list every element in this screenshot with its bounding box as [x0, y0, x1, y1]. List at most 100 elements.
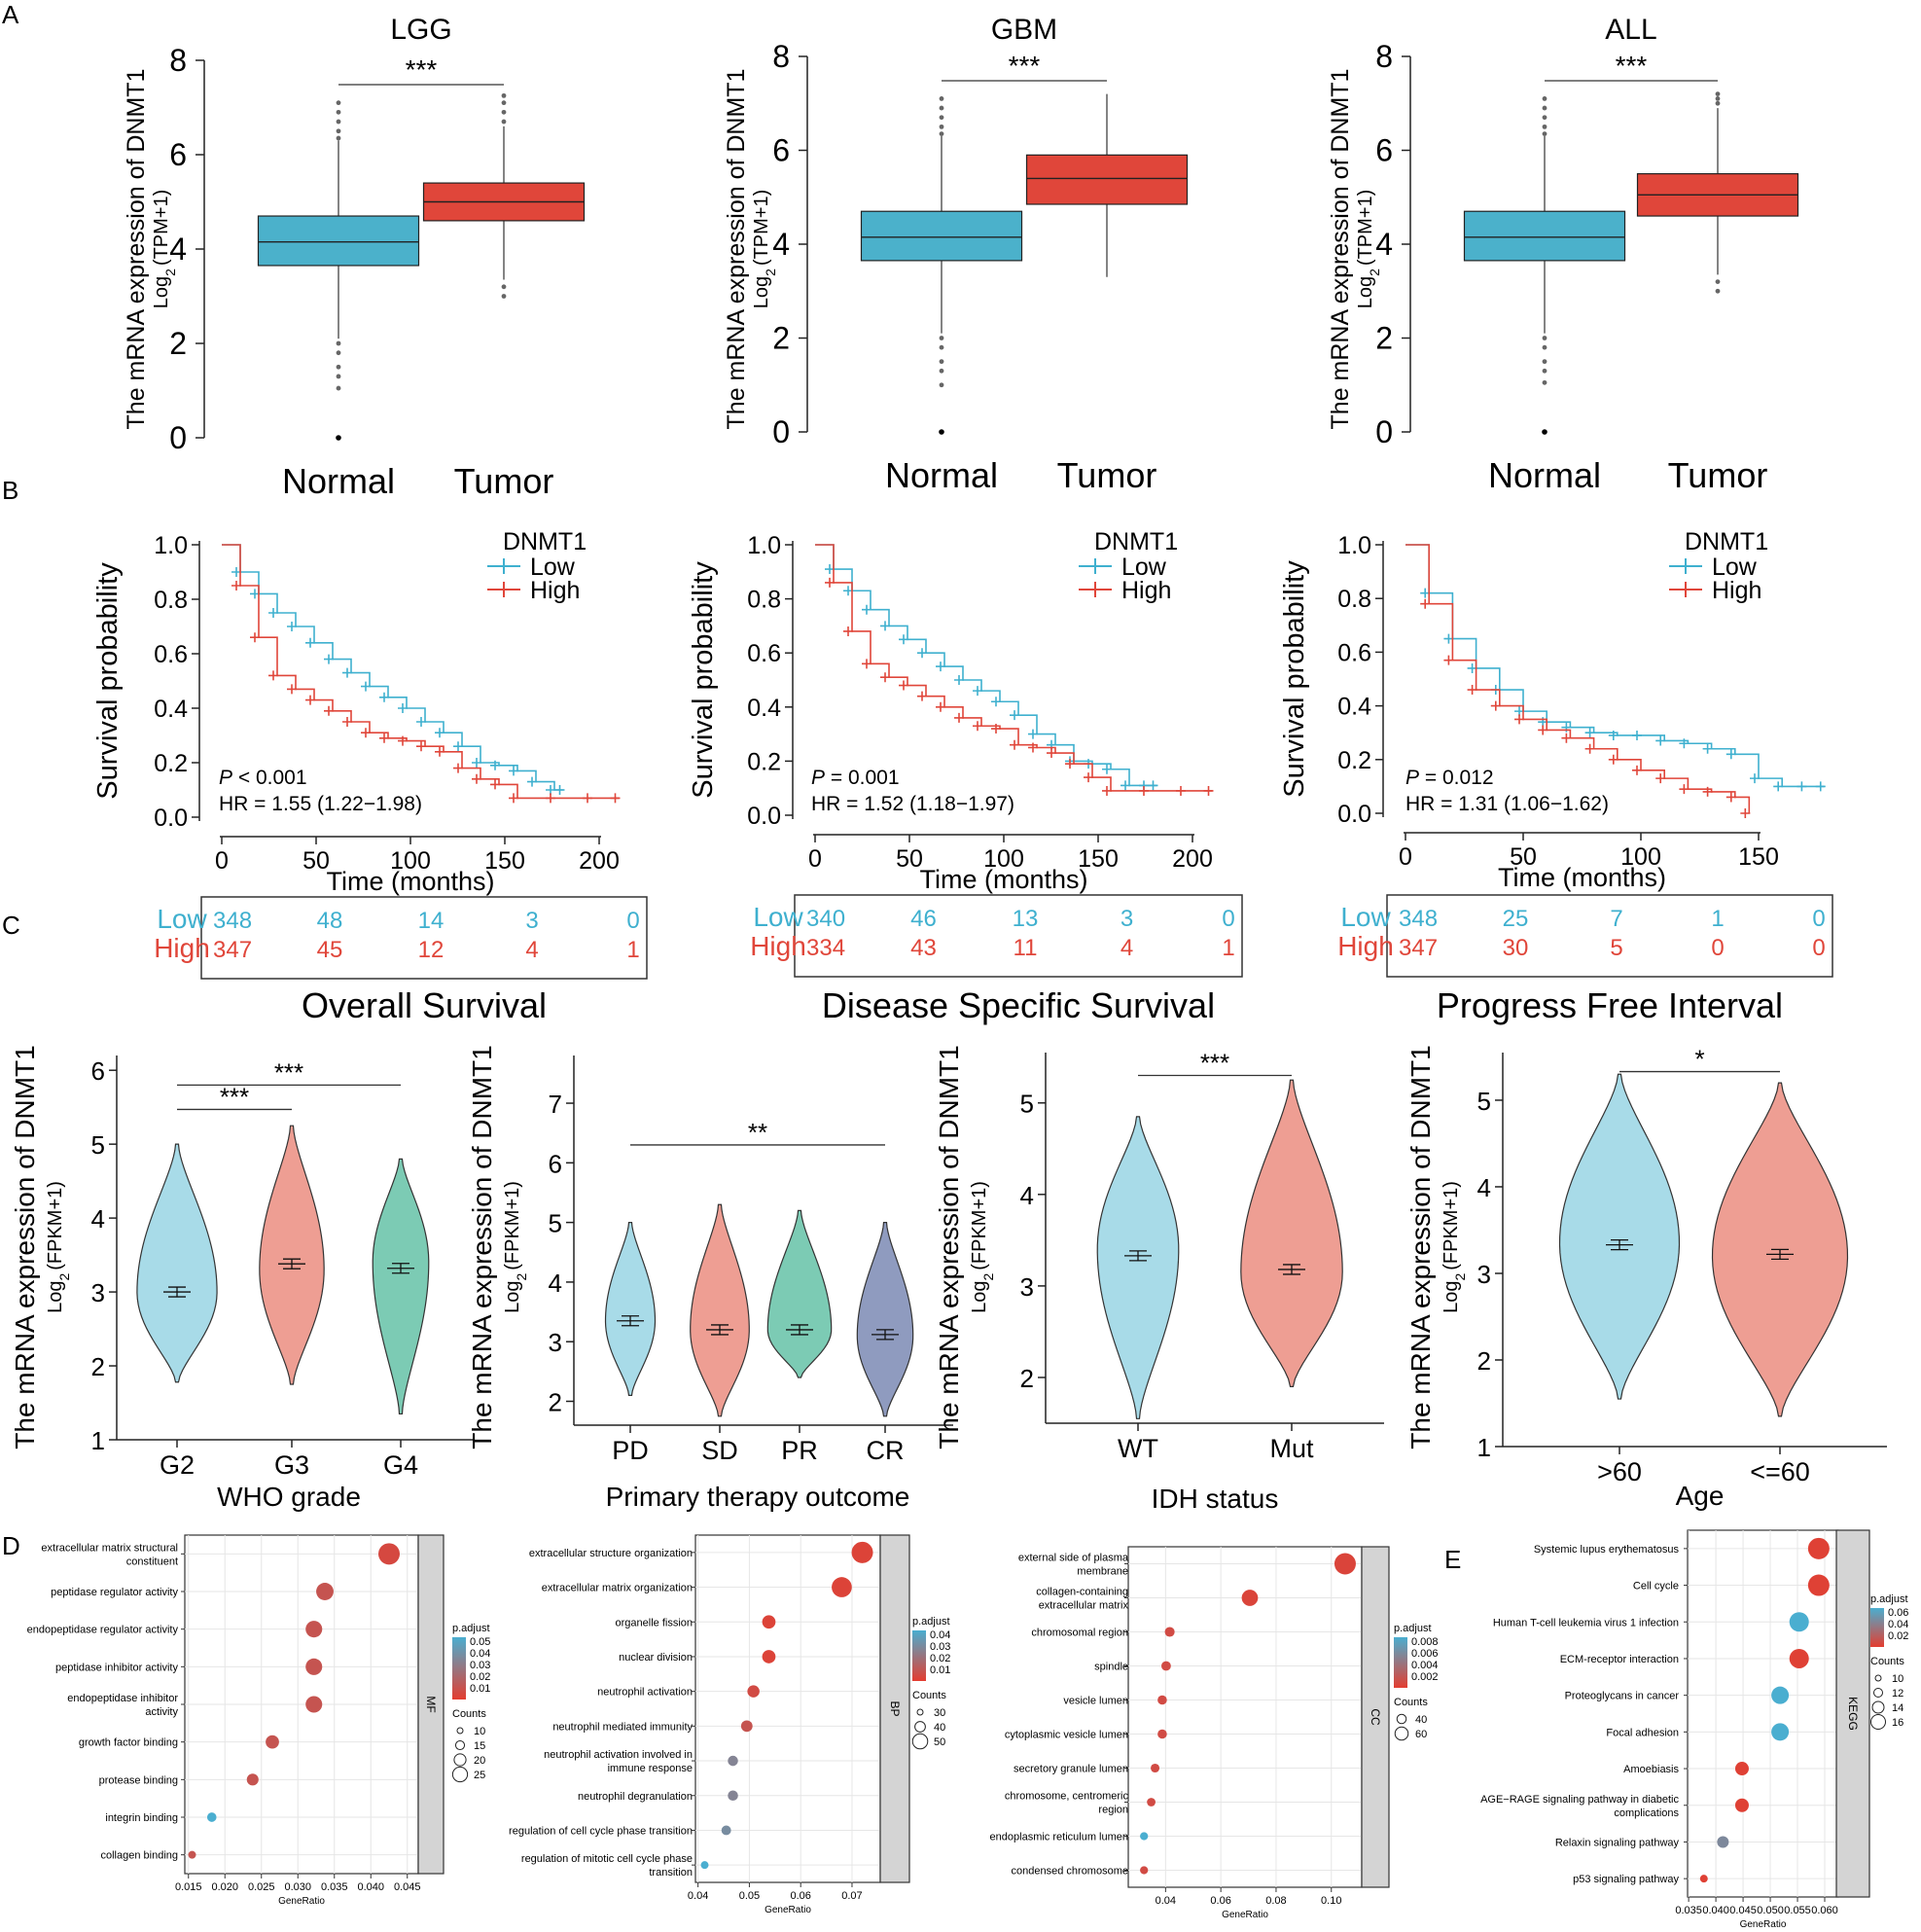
term-dot	[1789, 1648, 1809, 1668]
risk-row-label-high: High	[750, 931, 806, 961]
mean-errorbar	[387, 1263, 414, 1274]
censor-mark	[472, 758, 481, 768]
x-tick-label: 0.055	[1784, 1905, 1811, 1916]
risk-count: 11	[1014, 935, 1038, 961]
censor-mark	[1047, 748, 1056, 759]
risk-count: 13	[1013, 906, 1039, 932]
x-tick-label: 150	[484, 847, 525, 875]
term-label: Systemic lupus erythematosus	[1534, 1544, 1680, 1556]
term-dot	[700, 1861, 709, 1870]
term-dot	[1147, 1798, 1156, 1807]
box-normal	[257, 215, 420, 267]
censor-mark	[1148, 780, 1158, 791]
outlier-point	[1542, 336, 1547, 340]
term-label: organelle fission	[616, 1617, 694, 1628]
censor-mark	[1584, 743, 1595, 754]
risk-row-label-high: High	[1337, 931, 1394, 961]
term-dot	[305, 1621, 323, 1638]
x-tick-label: WT	[1118, 1434, 1158, 1463]
risk-count: 5	[1610, 935, 1622, 961]
censor-mark	[546, 785, 555, 795]
censor-mark	[936, 662, 945, 672]
count-key	[1873, 1688, 1883, 1698]
y-tick-label: 0.0	[154, 805, 188, 832]
y-axis-sublabel: Log2(TPM+1)	[751, 190, 778, 309]
y-tick-label: 2	[549, 1387, 562, 1416]
term-dot	[206, 1812, 217, 1822]
boxplot-all: ALL 0 2 4 6 8 The mRNA expression of DNMT1 Log2…	[1327, 14, 1799, 495]
violin-pr	[766, 1209, 833, 1378]
risk-count: 46	[910, 906, 937, 932]
term-dot	[728, 1790, 738, 1802]
censor-mark	[917, 648, 927, 659]
censor-mark	[287, 622, 297, 631]
term-label: complications	[1614, 1807, 1679, 1819]
sig-label: **	[748, 1118, 767, 1147]
sig-label: ***	[220, 1082, 249, 1111]
censor-mark	[490, 779, 500, 790]
legend-label-high: High	[530, 577, 580, 604]
y-axis-sublabel: Log2(FPKM+1)	[45, 1181, 72, 1313]
survival-curve-high	[222, 544, 620, 800]
risk-count: 0	[1812, 906, 1825, 932]
censor-mark	[1561, 733, 1572, 743]
legend-title: p.adjust	[912, 1616, 950, 1628]
x-tick-label: 50	[302, 847, 330, 875]
count-key	[456, 1727, 464, 1735]
outlier-point	[939, 368, 944, 374]
count-tick: 30	[934, 1707, 945, 1719]
term-dot	[747, 1685, 760, 1698]
outlier-point	[1715, 100, 1721, 106]
censor-mark	[398, 703, 408, 713]
term-dot	[1771, 1686, 1790, 1704]
count-key	[453, 1753, 467, 1767]
x-tick-label: 100	[1620, 843, 1661, 871]
x-tick-label: G4	[383, 1450, 418, 1480]
censor-mark	[843, 626, 853, 636]
count-tick: 20	[474, 1755, 485, 1767]
term-label: secretory granule lumen	[1014, 1764, 1128, 1775]
censor-mark	[1632, 730, 1642, 740]
censor-mark	[527, 776, 537, 787]
legend-label-low: Low	[530, 554, 576, 581]
x-tick-label: 0.10	[1321, 1895, 1341, 1907]
term-dot	[1807, 1574, 1830, 1596]
y-tick-label: 7	[549, 1090, 562, 1119]
outlier-point	[336, 128, 341, 134]
outlier-point	[939, 359, 944, 365]
censor-mark	[1490, 700, 1501, 711]
term-label: extracellular matrix	[1039, 1600, 1129, 1612]
term-label: neutrophil activation involved in	[544, 1749, 693, 1761]
censor-mark	[287, 684, 297, 695]
x-tick-label: Normal	[885, 455, 998, 495]
survival-type-title: Disease Specific Survival	[822, 985, 1215, 1025]
y-tick-label: 0	[772, 414, 790, 449]
term-label: transition	[649, 1867, 693, 1878]
term-dot	[378, 1543, 400, 1565]
violin-g3	[259, 1125, 325, 1385]
y-tick-label: 1	[1477, 1433, 1491, 1462]
censor-mark	[1632, 765, 1642, 775]
outlier-point	[1715, 96, 1721, 101]
term-dot	[1241, 1590, 1259, 1606]
y-tick-label: 6	[1375, 133, 1393, 168]
count-tick: 60	[1415, 1729, 1427, 1740]
y-tick-label: 0.8	[154, 587, 188, 614]
censor-mark	[1420, 598, 1431, 609]
legend-tick: 0.008	[1411, 1636, 1439, 1648]
x-tick-label: <=60	[1750, 1457, 1810, 1486]
y-tick-label: 0.6	[1337, 639, 1371, 666]
legend-title: DNMT1	[1685, 528, 1768, 555]
term-dot	[728, 1755, 738, 1767]
count-key	[914, 1721, 926, 1733]
censor-mark	[1443, 655, 1454, 665]
p-value: P < 0.001	[219, 767, 307, 789]
color-bar	[912, 1630, 926, 1681]
dotplot-kegg: 0.035 0.040 0.045 0.050 0.055 0.060 GeneRatio S…	[1480, 1529, 1908, 1930]
censor-mark	[342, 667, 352, 678]
survival-type-title: Overall Survival	[302, 985, 547, 1025]
outlier-point	[939, 105, 944, 111]
y-tick-label: 1	[91, 1426, 105, 1455]
term-label: immune response	[608, 1763, 693, 1774]
